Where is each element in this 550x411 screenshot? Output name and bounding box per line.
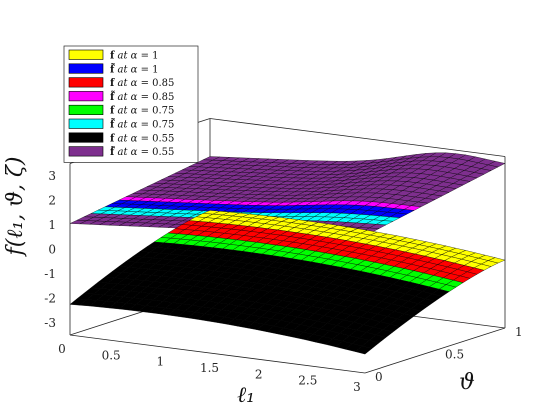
z-tick-label: 1 [48, 218, 56, 232]
upper-surface-ftilde [69, 152, 506, 236]
legend-label: f̃ at α = 0.55 [110, 146, 174, 158]
legend-label: f at α = 0.55 [110, 133, 174, 144]
z-tick-label: -2 [44, 291, 56, 305]
legend-swatch [68, 104, 104, 115]
legend-swatch [68, 49, 104, 60]
legend-label: f at α = 0.75 [110, 106, 174, 117]
legend-label: f̃ at α = 0.75 [110, 119, 174, 131]
y-tick-label: 0 [375, 370, 383, 384]
z-tick-label: 0 [48, 242, 56, 256]
z-tick-label: -3 [44, 316, 56, 330]
surface-layer [69, 152, 506, 355]
z-axis-label: f(ℓ₁, ϑ, ζ) [3, 157, 28, 258]
lower-surface-f [69, 210, 506, 355]
legend-label: f̃ at α = 0.85 [110, 91, 174, 103]
x-tick-label: 0 [58, 342, 66, 356]
legend-swatch [68, 63, 104, 74]
legend-label: f at α = 1 [110, 51, 159, 62]
y-axis-label: ϑ [459, 370, 475, 395]
y-tick-label: 0.5 [445, 348, 464, 362]
x-tick-label: 2 [255, 367, 263, 381]
y-tick-label: 1 [515, 325, 523, 339]
legend-label: f̃ at α = 1 [110, 63, 159, 75]
x-tick-label: 2.5 [298, 374, 317, 388]
surface-cell [354, 345, 373, 355]
legend-swatch [68, 118, 104, 129]
legend-swatch [68, 132, 104, 143]
x-tick-label: 1.5 [200, 361, 219, 375]
axes-box-front [69, 163, 506, 374]
legend: f at α = 1f̃ at α = 1 f at α = 0.85 f̃ at … [63, 45, 199, 163]
z-tick-label: -1 [44, 267, 56, 281]
z-tick-label: 2 [48, 193, 56, 207]
z-tick-label: 3 [48, 169, 56, 183]
x-tick-label: 3 [353, 380, 361, 394]
legend-swatch [68, 146, 104, 157]
legend-swatch [68, 77, 104, 88]
x-axis-label: ℓ₁ [237, 383, 255, 408]
x-tick-label: 0.5 [102, 348, 121, 362]
x-tick-label: 1 [157, 355, 165, 369]
legend-swatch [68, 91, 104, 102]
y-axis-line [364, 327, 506, 374]
box-edge-top-back [209, 118, 506, 157]
legend-label: f at α = 0.85 [110, 78, 174, 89]
x-axis-line [69, 334, 366, 374]
